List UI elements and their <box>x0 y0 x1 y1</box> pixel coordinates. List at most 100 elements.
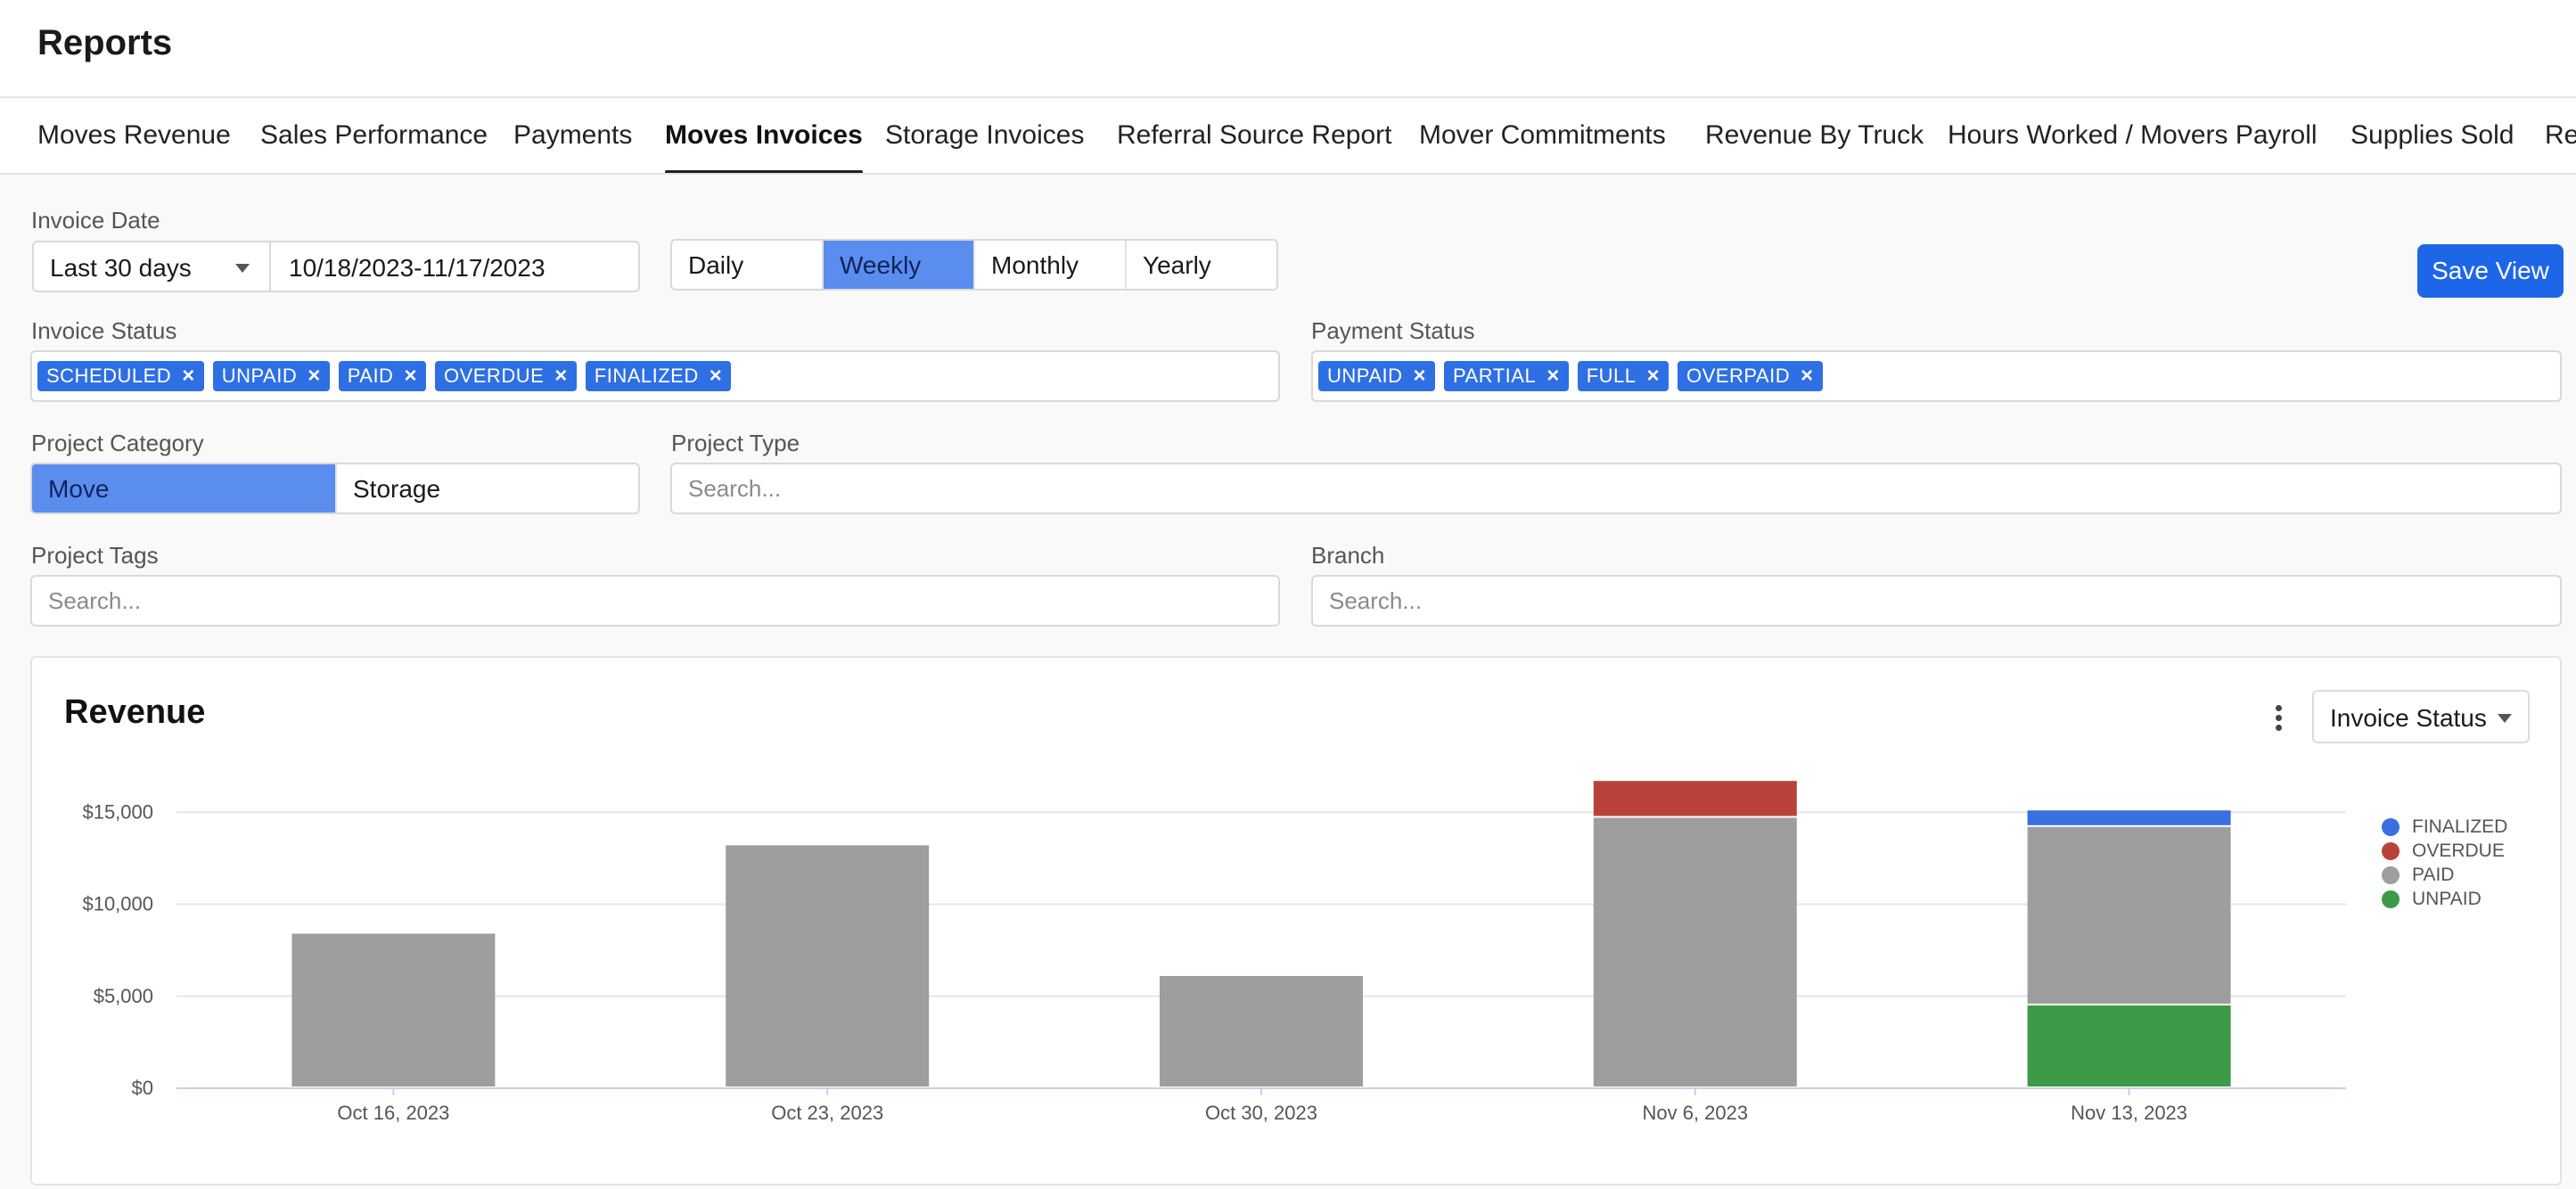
remove-chip-icon[interactable]: × <box>709 364 723 388</box>
chip-label: FINALIZED <box>594 365 699 387</box>
legend-label: PAID <box>2412 864 2455 885</box>
tab-storage-invoices[interactable]: Storage Invoices <box>885 120 1085 150</box>
project-type-search-input[interactable] <box>670 463 2562 514</box>
chip-label: UNPAID <box>221 365 298 387</box>
date-range-input[interactable]: 10/18/2023-11/17/2023 <box>269 241 640 292</box>
legend-item-overdue[interactable]: OVERDUE <box>2382 839 2507 863</box>
chip-label: FULL <box>1586 365 1637 387</box>
branch-search-input[interactable] <box>1311 575 2562 627</box>
chip-payment-overpaid: OVERPAID × <box>1678 361 1823 391</box>
tab-payments[interactable]: Payments <box>513 120 633 150</box>
invoice-date-label: Invoice Date <box>31 207 160 234</box>
x-tick-label: Nov 13, 2023 <box>2071 1102 2187 1124</box>
tab-moves-revenue[interactable]: Moves Revenue <box>37 120 231 150</box>
tab-hours-worked-movers-payroll[interactable]: Hours Worked / Movers Payroll <box>1948 120 2318 150</box>
chip-label: SCHEDULED <box>46 365 172 387</box>
tab-sales-performance[interactable]: Sales Performance <box>260 120 488 150</box>
tab-moves-invoices[interactable]: Moves Invoices <box>665 118 863 173</box>
bar-paid-1[interactable] <box>726 845 930 1086</box>
payment-status-select[interactable]: UNPAID × PARTIAL × FULL × OVERPAID × <box>1311 350 2562 402</box>
remove-chip-icon[interactable]: × <box>308 364 321 388</box>
legend-dot <box>2382 817 2400 836</box>
chip-label: PARTIAL <box>1453 365 1537 387</box>
bar-overdue-3[interactable] <box>1593 781 1797 816</box>
date-range-select[interactable]: Last 30 days <box>32 241 271 292</box>
chip-invoice-unpaid: UNPAID × <box>212 361 330 391</box>
category-storage[interactable]: Storage <box>353 475 441 503</box>
legend-item-unpaid[interactable]: UNPAID <box>2382 887 2507 911</box>
page-header: Reports <box>0 0 2576 98</box>
x-tick-label: Oct 30, 2023 <box>1205 1102 1317 1124</box>
tab-mover-commitments[interactable]: Mover Commitments <box>1419 120 1666 150</box>
save-view-button[interactable]: Save View <box>2417 244 2564 298</box>
group-by-select[interactable]: Invoice Status <box>2312 690 2530 743</box>
bar-paid-4[interactable] <box>2027 826 2231 1004</box>
project-category-label: Project Category <box>31 430 204 456</box>
bar-paid-0[interactable] <box>291 933 496 1086</box>
chip-invoice-scheduled: SCHEDULED × <box>37 361 204 391</box>
revenue-card: Revenue Invoice Status $0 $5,000 $10,000 $1… <box>30 656 2562 1185</box>
project-tags-search-input[interactable] <box>30 575 1280 627</box>
project-type-label: Project Type <box>671 430 800 456</box>
chip-label: OVERPAID <box>1686 365 1791 387</box>
bar-unpaid-4[interactable] <box>2027 1005 2231 1086</box>
tab-referral-source-report[interactable]: Referral Source Report <box>1117 120 1392 150</box>
remove-chip-icon[interactable]: × <box>554 364 568 388</box>
bar-paid-3[interactable] <box>1593 817 1797 1086</box>
y-tick-label: $5,000 <box>94 985 153 1007</box>
chip-label: PAID <box>347 365 394 387</box>
revenue-title: Revenue <box>64 693 206 731</box>
caret-down-icon <box>235 264 250 273</box>
period-weekly[interactable]: Weekly <box>824 241 975 289</box>
caret-down-icon <box>2498 714 2512 723</box>
revenue-chart: $0 $5,000 $10,000 $15,000 Oct 16, 2023 Oct 23… <box>82 781 2346 1124</box>
chip-payment-unpaid: UNPAID × <box>1318 361 1436 391</box>
legend-item-finalized[interactable]: FINALIZED <box>2382 815 2507 839</box>
y-tick-label: $15,000 <box>82 800 153 823</box>
legend-label: UNPAID <box>2412 888 2482 909</box>
bar-finalized-4[interactable] <box>2027 810 2231 825</box>
chip-payment-full: FULL × <box>1577 361 1669 391</box>
date-range-select-value: Last 30 days <box>50 254 192 282</box>
remove-chip-icon[interactable]: × <box>404 364 417 388</box>
y-tick-label: $0 <box>132 1077 153 1099</box>
category-move[interactable]: Move <box>32 464 337 512</box>
legend-dot <box>2382 841 2400 860</box>
remove-chip-icon[interactable]: × <box>1646 364 1661 388</box>
chip-label: UNPAID <box>1327 365 1403 387</box>
page-title: Reports <box>37 23 173 62</box>
period-toggle: Daily Weekly Monthly Yearly <box>670 239 1278 291</box>
chip-invoice-overdue: OVERDUE × <box>434 361 577 391</box>
more-vertical-icon[interactable] <box>2268 702 2289 738</box>
remove-chip-icon[interactable]: × <box>1801 364 1814 388</box>
chip-label: OVERDUE <box>443 365 545 387</box>
x-tick-label: Oct 23, 2023 <box>771 1102 883 1124</box>
legend-item-paid[interactable]: PAID <box>2382 863 2507 887</box>
chip-invoice-paid: PAID × <box>338 361 426 391</box>
legend-label: FINALIZED <box>2412 816 2508 837</box>
branch-label: Branch <box>1311 542 1385 569</box>
project-tags-label: Project Tags <box>31 542 159 569</box>
invoice-status-select[interactable]: SCHEDULED × UNPAID × PAID × OVERDUE × FINALI… <box>30 350 1280 402</box>
period-monthly[interactable]: Monthly <box>975 241 1127 289</box>
period-yearly[interactable]: Yearly <box>1143 251 1211 279</box>
report-tabs: Moves Revenue Sales Performance Payments… <box>0 98 2576 175</box>
remove-chip-icon[interactable]: × <box>1546 364 1560 388</box>
bar-paid-2[interactable] <box>1160 976 1363 1086</box>
x-tick-label: Nov 6, 2023 <box>1642 1102 1748 1124</box>
payment-status-label: Payment Status <box>1311 317 1475 344</box>
project-category-toggle: Move Storage <box>30 463 640 514</box>
chart-legend: FINALIZED OVERDUE PAID UNPAID <box>2382 815 2507 911</box>
tab-supplies-sold[interactable]: Supplies Sold <box>2350 120 2514 150</box>
legend-label: OVERDUE <box>2412 840 2505 861</box>
chip-payment-partial: PARTIAL × <box>1444 361 1569 391</box>
remove-chip-icon[interactable]: × <box>182 364 195 388</box>
period-daily[interactable]: Daily <box>672 241 824 289</box>
remove-chip-icon[interactable]: × <box>1413 364 1427 388</box>
tab-overflow[interactable]: Re <box>2545 120 2576 150</box>
invoice-status-label: Invoice Status <box>31 317 177 344</box>
legend-dot <box>2382 890 2400 908</box>
chip-invoice-finalized: FINALIZED × <box>585 361 732 391</box>
x-tick-label: Oct 16, 2023 <box>337 1102 449 1124</box>
tab-revenue-by-truck[interactable]: Revenue By Truck <box>1705 120 1924 150</box>
